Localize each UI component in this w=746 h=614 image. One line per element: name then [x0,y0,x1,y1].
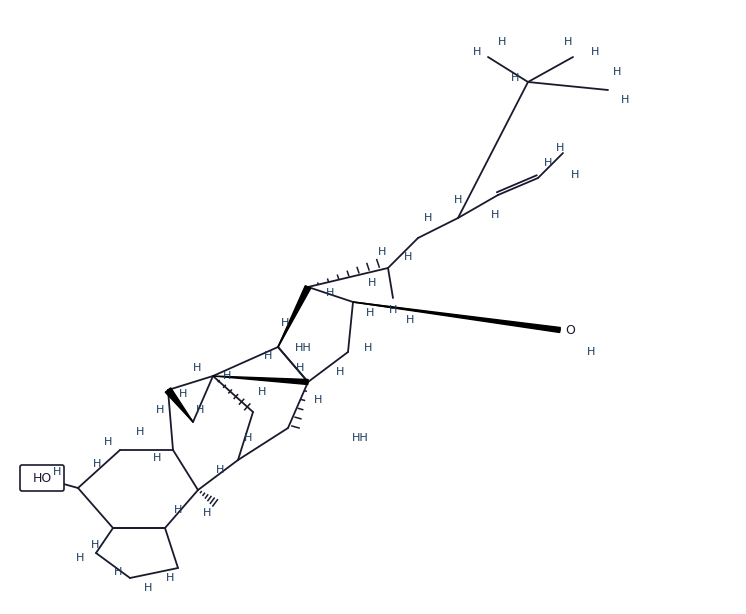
Text: H: H [511,73,519,83]
Text: H: H [144,583,152,593]
Text: H: H [612,67,621,77]
Text: H: H [473,47,481,57]
Text: H: H [406,315,414,325]
Text: O: O [565,324,575,336]
Text: H: H [571,170,579,180]
FancyBboxPatch shape [20,465,64,491]
Polygon shape [213,376,308,384]
Text: H: H [364,343,372,353]
Text: H: H [104,437,112,447]
Text: H: H [326,288,334,298]
Text: H: H [314,395,322,405]
Polygon shape [353,302,560,332]
Text: H: H [258,387,266,397]
Text: H: H [203,508,211,518]
Text: H: H [491,210,499,220]
Text: H: H [424,213,432,223]
Text: H: H [389,305,397,315]
Text: HO: HO [32,472,51,484]
Text: H: H [621,95,629,105]
Text: H: H [296,363,304,373]
Text: H: H [404,252,413,262]
Text: HH: HH [351,433,369,443]
Text: H: H [179,389,187,399]
Text: H: H [556,143,564,153]
Text: H: H [544,158,552,168]
Polygon shape [166,388,193,422]
Text: HH: HH [295,343,311,353]
Text: H: H [223,371,231,381]
Text: H: H [166,573,174,583]
Text: H: H [216,465,225,475]
Text: H: H [91,540,99,550]
Text: H: H [93,459,101,469]
Text: H: H [156,405,164,415]
Text: H: H [564,37,572,47]
Text: H: H [136,427,144,437]
Polygon shape [278,286,310,347]
Text: H: H [114,567,122,577]
Text: H: H [264,351,272,361]
Text: H: H [368,278,376,288]
Text: H: H [587,347,595,357]
Text: H: H [591,47,599,57]
Text: H: H [153,453,161,463]
Text: H: H [195,405,204,415]
Text: H: H [366,308,374,318]
Text: H: H [244,433,252,443]
Text: H: H [174,505,182,515]
Text: H: H [53,467,61,477]
Text: H: H [336,367,344,377]
Text: H: H [498,37,507,47]
Text: H: H [377,247,386,257]
Text: H: H [76,553,84,563]
Text: H: H [192,363,201,373]
Text: H: H [280,318,289,328]
Text: H: H [454,195,463,205]
